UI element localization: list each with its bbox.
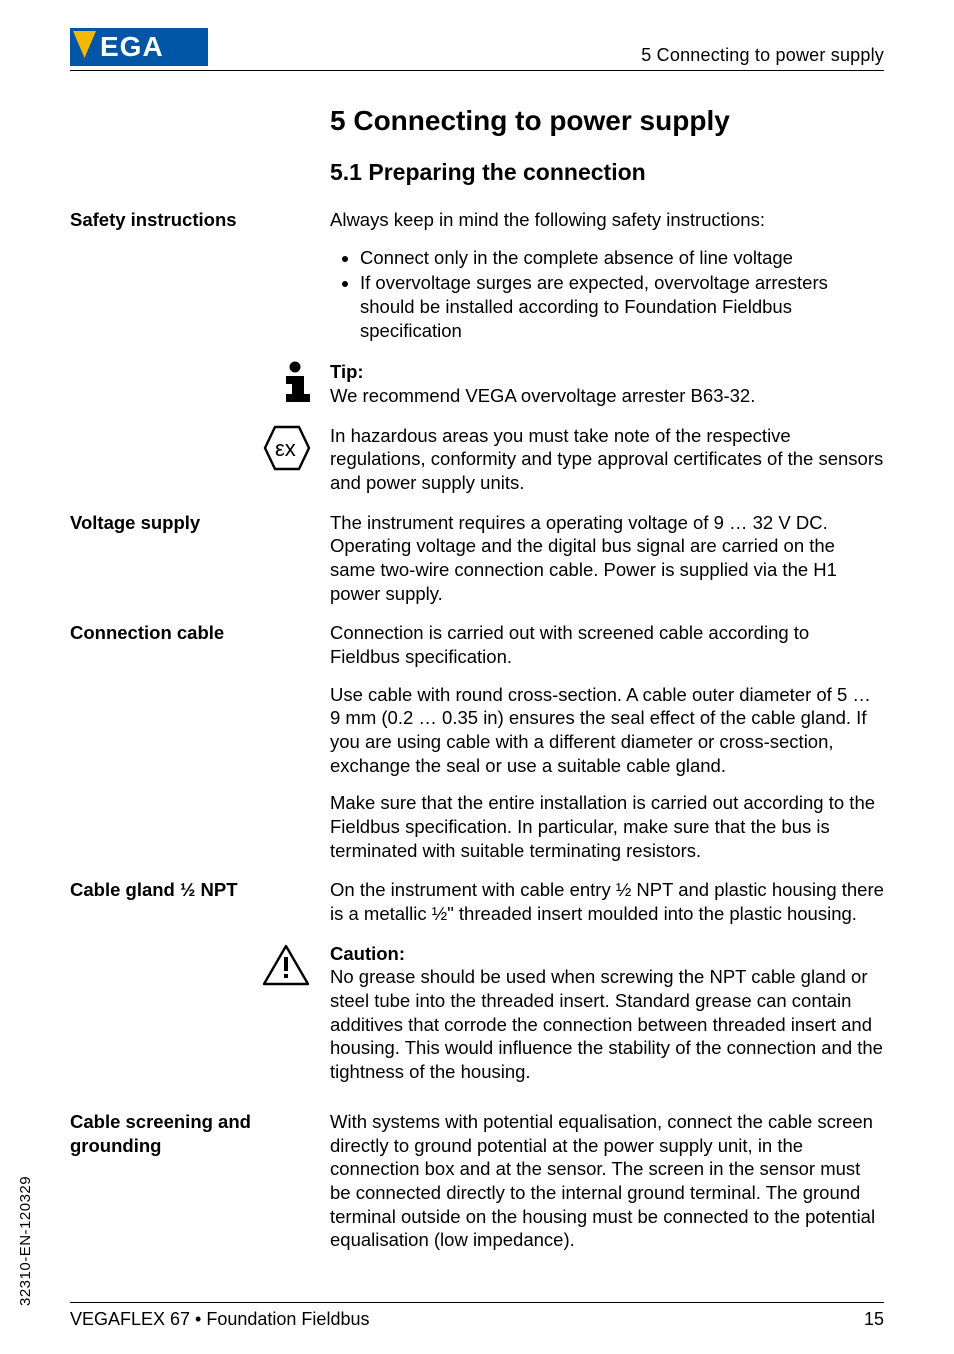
bullet-list: Connect only in the complete absence of … <box>330 246 884 343</box>
running-title: 5 Connecting to power supply <box>641 45 884 66</box>
icon-cell: εx <box>70 424 330 472</box>
marginal-label: Cable gland ½ NPT <box>70 878 330 902</box>
icon-cell <box>70 360 330 402</box>
marginal-label: Cable screening and grounding <box>70 1110 330 1158</box>
logo: EGA <box>70 28 208 66</box>
icon-cell <box>70 942 330 988</box>
section-ex: εx In hazardous areas you must take note… <box>70 424 884 495</box>
info-icon <box>282 360 312 402</box>
section-title: 5.1 Preparing the connection <box>330 159 884 186</box>
doc-id-label: 32310-EN-120329 <box>17 1176 34 1306</box>
body-text: Always keep in mind the following safety… <box>330 208 884 344</box>
note-body: No grease should be used when screwing t… <box>330 966 883 1082</box>
paragraph: Use cable with round cross-section. A ca… <box>330 683 884 778</box>
ex-icon: εx <box>262 424 312 472</box>
footer-left: VEGAFLEX 67 • Foundation Fieldbus <box>70 1309 369 1330</box>
section-voltage: Voltage supply The instrument requires a… <box>70 511 884 606</box>
footer-page-number: 15 <box>864 1309 884 1330</box>
section-gland: Cable gland ½ NPT On the instrument with… <box>70 878 884 925</box>
paragraph: The instrument requires a operating volt… <box>330 511 884 606</box>
list-item: If overvoltage surges are expected, over… <box>360 271 884 342</box>
body-text: On the instrument with cable entry ½ NPT… <box>330 878 884 925</box>
marginal-label: Connection cable <box>70 621 330 645</box>
caution-icon <box>260 942 312 988</box>
body-text: The instrument requires a operating volt… <box>330 511 884 606</box>
page: EGA 5 Connecting to power supply 5 Conne… <box>0 0 954 1354</box>
paragraph: On the instrument with cable entry ½ NPT… <box>330 878 884 925</box>
svg-text:EGA: EGA <box>100 31 164 62</box>
section-caution: Caution:No grease should be used when sc… <box>70 942 884 1084</box>
running-head: EGA 5 Connecting to power supply <box>70 28 884 71</box>
note-head: Caution: <box>330 943 405 964</box>
marginal-label: Safety instructions <box>70 208 330 232</box>
paragraph: Tip: We recommend VEGA overvoltage arrest… <box>330 360 884 407</box>
page-title: 5 Connecting to power supply <box>330 105 884 137</box>
paragraph: With systems with potential equalisation… <box>330 1110 884 1252</box>
svg-text:εx: εx <box>275 436 296 461</box>
paragraph: Connection is carried out with screened … <box>330 621 884 668</box>
body-text: Connection is carried out with screened … <box>330 621 884 862</box>
section-screening: Cable screening and grounding With syste… <box>70 1110 884 1252</box>
section-safety: Safety instructions Always keep in mind … <box>70 208 884 344</box>
footer: VEGAFLEX 67 • Foundation Fieldbus 15 <box>70 1302 884 1330</box>
paragraph: Make sure that the entire installation i… <box>330 791 884 862</box>
note-body: We recommend VEGA overvoltage arrester B… <box>330 385 755 406</box>
note-head: Tip: <box>330 361 364 382</box>
marginal-label: Voltage supply <box>70 511 330 535</box>
list-item: Connect only in the complete absence of … <box>360 246 884 270</box>
title-block: 5 Connecting to power supply 5.1 Prepari… <box>330 105 884 186</box>
body-text: Caution:No grease should be used when sc… <box>330 942 884 1084</box>
paragraph: Always keep in mind the following safety… <box>330 208 884 232</box>
body-text: In hazardous areas you must take note of… <box>330 424 884 495</box>
section-cable: Connection cable Connection is carried o… <box>70 621 884 862</box>
body-text: Tip: We recommend VEGA overvoltage arrest… <box>330 360 884 407</box>
section-tip: Tip: We recommend VEGA overvoltage arrest… <box>70 360 884 407</box>
body-text: With systems with potential equalisation… <box>330 1110 884 1252</box>
paragraph: In hazardous areas you must take note of… <box>330 424 884 495</box>
vega-logo-icon: EGA <box>70 28 208 66</box>
paragraph: Caution:No grease should be used when sc… <box>330 942 884 1084</box>
